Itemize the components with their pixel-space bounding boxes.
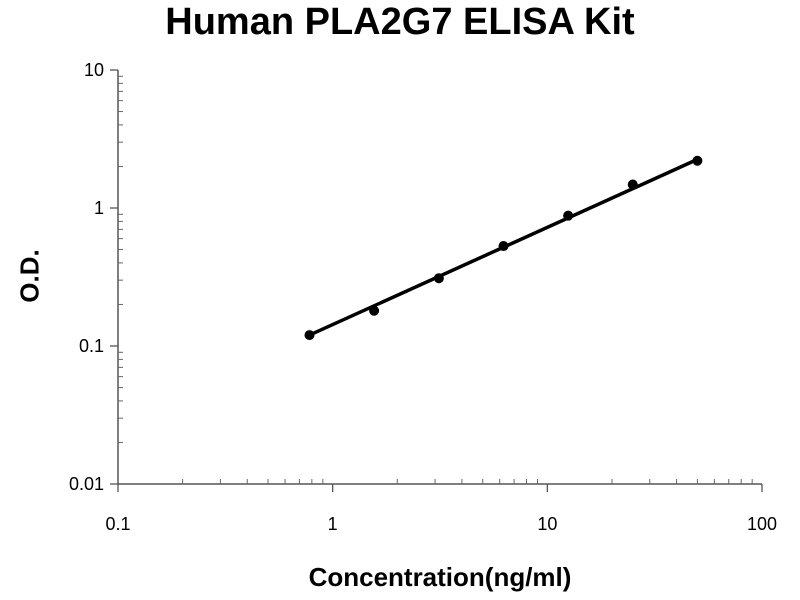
axes — [117, 70, 762, 485]
y-tick-label: 0.01 — [69, 474, 104, 494]
axis-ticks — [110, 69, 763, 492]
chart-title: Human PLA2G7 ELISA Kit — [165, 1, 635, 43]
y-tick-label: 10 — [84, 60, 104, 80]
data-point — [369, 305, 380, 316]
data-point — [627, 179, 638, 190]
y-tick-label: 1 — [94, 198, 104, 218]
data-points — [304, 155, 703, 341]
data-point — [563, 210, 574, 221]
x-tick-label: 10 — [537, 514, 557, 534]
x-tick-label: 100 — [747, 514, 777, 534]
x-axis-label: Concentration(ng/ml) — [308, 562, 572, 592]
data-point — [692, 155, 703, 166]
y-tick-label: 0.1 — [79, 336, 104, 356]
data-point — [498, 241, 509, 252]
x-tick-label: 0.1 — [105, 514, 130, 534]
y-axis-label: O.D. — [14, 249, 45, 303]
data-point — [304, 330, 315, 341]
x-tick-label: 1 — [328, 514, 338, 534]
data-point — [433, 273, 444, 284]
